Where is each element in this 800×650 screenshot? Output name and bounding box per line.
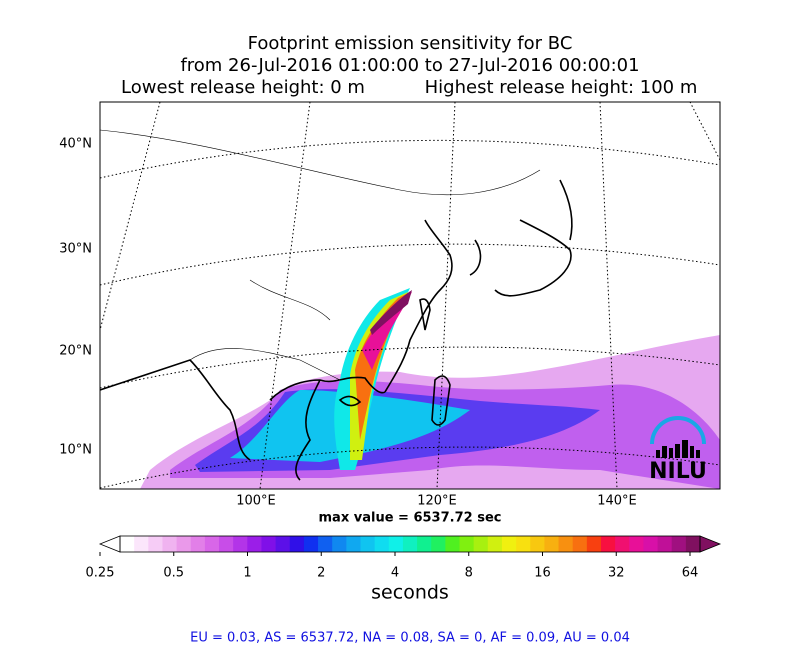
colorbar-label: seconds <box>371 582 449 604</box>
max-value: max value = 6537.72 sec <box>319 511 502 526</box>
colorbar-frame <box>119 535 701 553</box>
lon-label: 140°E <box>597 494 637 509</box>
colorbar-segment <box>516 536 531 552</box>
lat-label: 20°N <box>59 344 92 359</box>
colorbar-segment <box>190 536 206 552</box>
colorbar-segment <box>261 536 277 552</box>
lat-label: 30°N <box>59 242 92 257</box>
colorbar-segment <box>360 536 376 552</box>
lon-label: 100°E <box>236 494 276 509</box>
colorbar-segment <box>318 536 333 552</box>
colorbar-end <box>699 535 722 553</box>
colorbar-segment <box>247 536 262 552</box>
colorbar-segment <box>671 536 687 552</box>
title-line: Highest release height: 100 m <box>425 77 698 98</box>
colorbar-segment <box>487 536 503 552</box>
colorbar-segment <box>558 536 574 552</box>
colorbar-tick-label: 32 <box>608 566 625 581</box>
colorbar-segment <box>629 536 644 552</box>
colorbar-segment <box>402 536 418 552</box>
map <box>100 102 720 489</box>
colorbar-segment <box>303 536 319 552</box>
colorbar-segment <box>289 536 305 552</box>
colorbar-tick-label: 0.5 <box>163 566 184 581</box>
colorbar-segment <box>388 536 404 552</box>
title-line: from 26-Jul-2016 01:00:00 to 27-Jul-2016… <box>180 55 639 76</box>
colorbar-segment <box>162 536 178 552</box>
colorbar: 0.25 0.5 1 2 4 8 16 32 64 <box>86 535 722 581</box>
colorbar-tick-label: 2 <box>317 566 325 581</box>
colorbar-segment <box>134 536 149 552</box>
colorbar-segment <box>657 536 673 552</box>
colorbar-segment <box>332 536 347 552</box>
logo: NILU <box>649 416 707 484</box>
logo-text: NILU <box>649 459 707 484</box>
colorbar-segment <box>219 536 234 552</box>
colorbar-segment <box>530 536 545 552</box>
colorbar-segment <box>417 536 432 552</box>
plume <box>362 292 412 370</box>
colorbar-segment <box>176 536 192 552</box>
colorbar-segment <box>685 536 701 552</box>
colorbar-tick-label: 0.25 <box>86 566 115 581</box>
colorbar-tick-label: 4 <box>391 566 399 581</box>
colorbar-segment <box>501 536 517 552</box>
plume <box>370 290 412 335</box>
colorbar-segment <box>572 536 588 552</box>
colorbar-segment <box>346 536 361 552</box>
colorbar-end <box>98 535 121 553</box>
colorbar-segment <box>586 536 602 552</box>
lon-label: 120°E <box>417 494 457 509</box>
colorbar-segment <box>544 536 560 552</box>
colorbar-segment <box>459 536 475 552</box>
colorbar-segment <box>615 536 630 552</box>
colorbar-segment <box>204 536 220 552</box>
colorbar-tick-label: 64 <box>682 566 699 581</box>
colorbar-segment <box>120 536 135 552</box>
colorbar-segment <box>473 536 489 552</box>
colorbar-segment <box>600 536 616 552</box>
colorbar-segment <box>431 536 446 552</box>
title-line: Footprint emission sensitivity for BC <box>248 33 573 54</box>
colorbar-segment <box>445 536 461 552</box>
footer: EU = 0.03, AS = 6537.72, NA = 0.08, SA =… <box>190 631 630 646</box>
colorbar-segment <box>643 536 659 552</box>
colorbar-tick-label: 1 <box>243 566 251 581</box>
colorbar-tick-label: 8 <box>465 566 473 581</box>
colorbar-tick-label: 16 <box>534 566 551 581</box>
lat-label: 40°N <box>59 137 92 152</box>
colorbar-segment <box>374 536 390 552</box>
title-line: Lowest release height: 0 m <box>121 77 365 98</box>
lat-label: 10°N <box>59 443 92 458</box>
colorbar-segment <box>233 536 248 552</box>
colorbar-segment <box>275 536 291 552</box>
colorbar-segment <box>148 536 163 552</box>
map-frame <box>99 101 721 490</box>
